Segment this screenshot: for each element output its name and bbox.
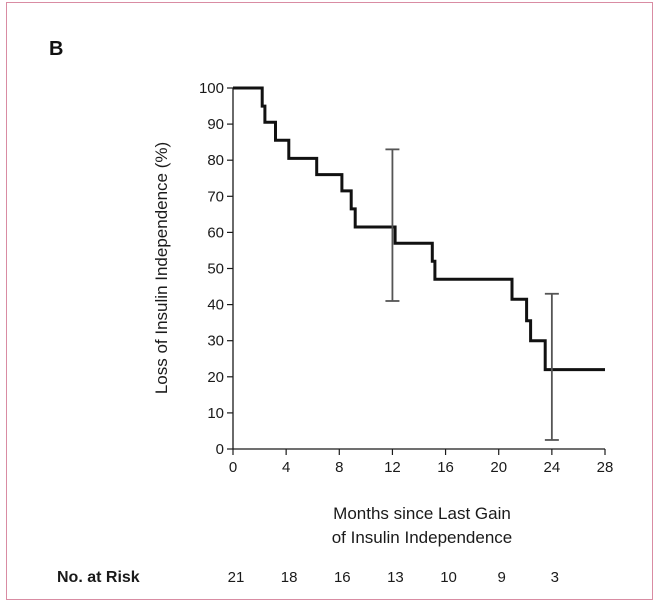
survival-step-line [233, 86, 605, 372]
x-tick-label: 16 [437, 459, 454, 476]
y-tick-label: 0 [216, 441, 224, 458]
x-axis-label-line-1: Months since Last Gain [333, 504, 511, 523]
risk-count: 18 [281, 569, 298, 586]
axes: 0 10 20 30 40 50 60 70 80 90 100 0 4 8 12 16 20 24 28 [199, 80, 613, 476]
risk-count: 10 [440, 569, 457, 586]
risk-count: 21 [228, 569, 245, 586]
figure-frame [6, 2, 653, 600]
risk-count: 3 [551, 569, 559, 586]
x-tick-label: 12 [384, 459, 401, 476]
y-tick-label: 30 [207, 333, 224, 350]
y-tick-label: 60 [207, 224, 224, 241]
risk-count: 13 [387, 569, 404, 586]
y-tick-label: 50 [207, 261, 224, 278]
x-tick-label: 0 [229, 459, 237, 476]
x-tick-label: 28 [597, 459, 614, 476]
y-tick-label: 90 [207, 116, 224, 133]
risk-table-label: No. at Risk [57, 569, 140, 586]
chart-marks: 21 18 16 13 10 9 3 [228, 86, 605, 586]
x-tick-label: 24 [544, 459, 561, 476]
y-tick-label: 10 [207, 405, 224, 422]
y-tick-label: 20 [207, 369, 224, 386]
y-tick-label: 40 [207, 297, 224, 314]
risk-count: 9 [498, 569, 506, 586]
panel-label: B [49, 38, 64, 60]
y-axis-label: Loss of Insulin Independence (%) [152, 142, 171, 394]
x-axis-label-line-2: of Insulin Independence [332, 528, 513, 547]
y-tick-label: 70 [207, 188, 224, 205]
x-tick-label: 20 [490, 459, 507, 476]
risk-count: 16 [334, 569, 351, 586]
chart-labels: Loss of Insulin Independence (%) Months … [57, 142, 512, 586]
x-tick-label: 4 [282, 459, 290, 476]
error-bar [544, 292, 559, 441]
y-tick-label: 80 [207, 152, 224, 169]
x-tick-label: 8 [335, 459, 343, 476]
y-tick-label: 100 [199, 80, 224, 97]
error-bar [385, 148, 400, 302]
